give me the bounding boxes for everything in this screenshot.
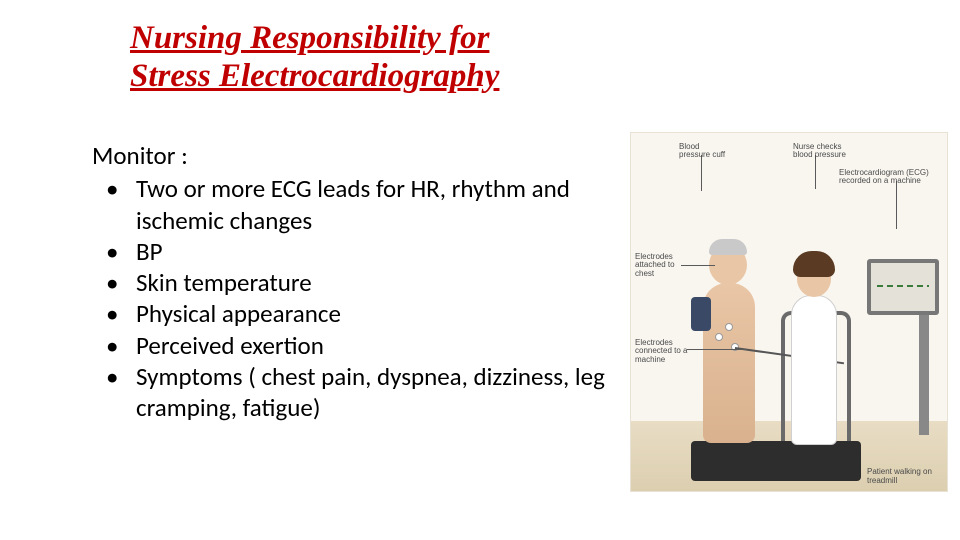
list-item: Symptoms ( chest pain, dyspnea, dizzines…: [92, 361, 612, 424]
bullet-list: Two or more ECG leads for HR, rhythm and…: [92, 173, 612, 423]
list-item: Two or more ECG leads for HR, rhythm and…: [92, 173, 612, 236]
callout-line: [896, 181, 897, 229]
treadmill-icon: [691, 441, 861, 481]
monitor-heading: Monitor :: [92, 140, 612, 171]
callout-ecg-machine: Electrocardiogram (ECG) recorded on a ma…: [839, 169, 939, 186]
electrode-icon: [725, 323, 733, 331]
callout-line: [815, 155, 816, 189]
callout-line: [701, 155, 702, 191]
ecg-trace-icon: [877, 285, 929, 287]
title-line-2: Stress Electrocardiography: [130, 58, 650, 96]
content-body: Monitor : Two or more ECG leads for HR, …: [92, 140, 612, 423]
monitor-stand-icon: [919, 315, 929, 435]
nurse-body-icon: [791, 295, 837, 445]
list-item: Physical appearance: [92, 298, 612, 329]
ecg-monitor-icon: [867, 259, 939, 315]
callout-wires: Electrodes connected to a machine: [635, 339, 691, 364]
title-line-1: Nursing Responsibility for: [130, 20, 650, 58]
patient-hair-icon: [709, 239, 747, 255]
list-item: Perceived exertion: [92, 330, 612, 361]
electrode-icon: [715, 333, 723, 341]
callout-nurse: Nurse checks blood pressure: [793, 143, 863, 160]
callout-electrodes: Electrodes attached to chest: [635, 253, 687, 278]
bp-cuff-icon: [691, 297, 711, 331]
callout-bp-cuff: Blood pressure cuff: [679, 143, 729, 160]
slide-title: Nursing Responsibility for Stress Electr…: [130, 20, 650, 96]
stress-ecg-illustration: Blood pressure cuff Nurse checks blood p…: [630, 132, 948, 492]
callout-treadmill: Patient walking on treadmill: [867, 468, 937, 485]
nurse-hair-icon: [793, 251, 835, 277]
list-item: BP: [92, 236, 612, 267]
list-item: Skin temperature: [92, 267, 612, 298]
callout-line: [687, 349, 747, 350]
